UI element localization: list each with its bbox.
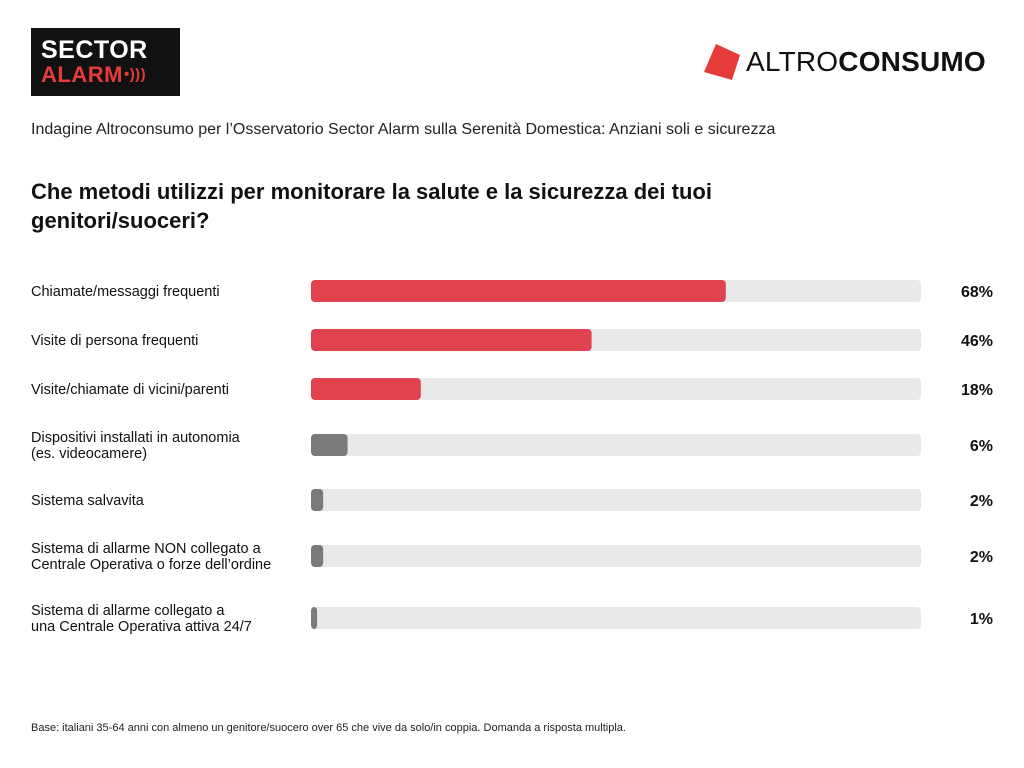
bar-track	[311, 378, 921, 400]
value-label: 2%	[970, 549, 993, 566]
altroconsumo-wordmark-part2: CONSUMO	[838, 46, 986, 77]
category-label-line: una Centrale Operativa attiva 24/7	[31, 619, 252, 635]
bar-track	[311, 545, 921, 567]
category-label-line: Sistema di allarme NON collegato a	[31, 541, 262, 557]
altroconsumo-logo: ALTROCONSUMO	[702, 41, 986, 83]
category-label-line: Dispositivi installati in autonomia	[31, 430, 241, 446]
bar	[311, 329, 592, 351]
bar-chart: Chiamate/messaggi frequenti 68% Visite di …	[31, 280, 993, 635]
chart-question-title: Che metodi utilizzi per monitorare la sa…	[31, 179, 712, 233]
altroconsumo-wordmark: ALTROCONSUMO	[746, 47, 986, 77]
value-label: 2%	[970, 493, 993, 510]
value-label: 46%	[961, 333, 993, 350]
bar	[311, 607, 318, 629]
category-label-line: Visite/chiamate di vicini/parenti	[31, 382, 229, 398]
category-label: Sistema di allarme collegato a una Centra…	[31, 603, 252, 635]
sector-alarm-logo-line2: ALARM•)))	[41, 63, 180, 87]
value-label: 68%	[961, 284, 993, 301]
bar	[311, 378, 421, 400]
category-label-line: Visite di persona frequenti	[31, 333, 198, 349]
bar-track	[311, 607, 921, 629]
category-label-line: Sistema salvavita	[31, 493, 145, 509]
category-label: Dispositivi installati in autonomia (es. …	[31, 430, 241, 462]
altroconsumo-mark-icon	[704, 44, 740, 80]
value-label: 18%	[961, 382, 993, 399]
category-label: Chiamate/messaggi frequenti	[31, 284, 220, 300]
signal-waves-icon: •)))	[123, 66, 147, 83]
bar-track	[311, 434, 921, 456]
category-label-line: Chiamate/messaggi frequenti	[31, 284, 220, 300]
sector-alarm-logo-word: ALARM	[41, 62, 123, 87]
bar	[311, 489, 324, 511]
bar	[311, 545, 324, 567]
footnote: Base: italiani 35-64 anni con almeno un …	[31, 722, 626, 734]
bar	[311, 434, 348, 456]
survey-subtitle: Indagine Altroconsumo per l’Osservatorio…	[31, 121, 776, 138]
value-label: 1%	[970, 611, 993, 628]
category-label-line: (es. videocamere)	[31, 446, 147, 462]
category-label: Visite di persona frequenti	[31, 333, 198, 349]
altroconsumo-wordmark-part1: ALTRO	[746, 46, 839, 77]
sector-alarm-logo: SECTOR ALARM•)))	[31, 28, 180, 96]
category-label-line: Centrale Operativa o forze dell’ordine	[31, 557, 271, 573]
value-label: 6%	[970, 438, 993, 455]
category-label: Sistema di allarme NON collegato a Centra…	[31, 541, 271, 573]
category-label: Visite/chiamate di vicini/parenti	[31, 382, 229, 398]
category-label: Sistema salvavita	[31, 493, 145, 509]
bar-track	[311, 489, 921, 511]
bar	[311, 280, 726, 302]
sector-alarm-logo-line1: SECTOR	[41, 36, 148, 64]
category-label-line: Sistema di allarme collegato a	[31, 603, 225, 619]
